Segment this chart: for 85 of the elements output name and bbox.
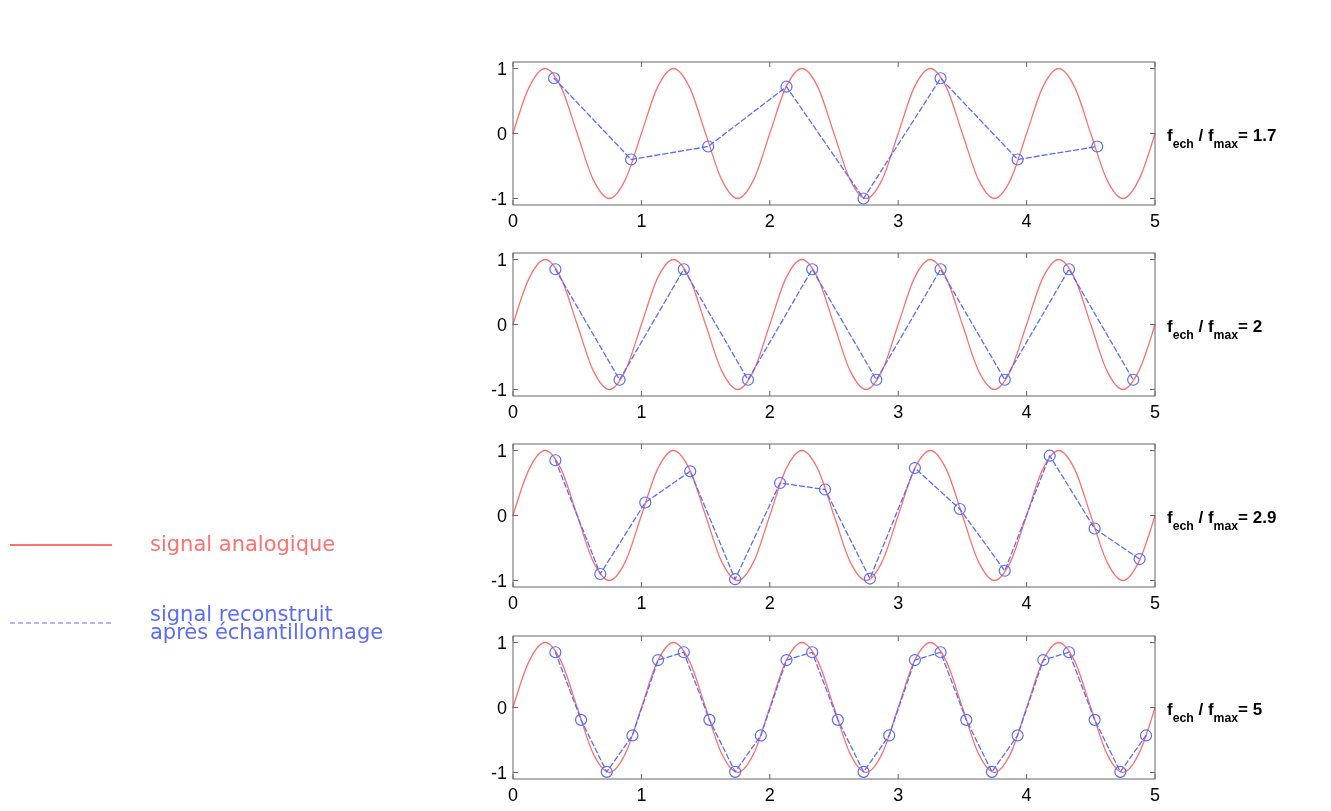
point xyxy=(729,765,742,778)
x-tick-label: 1 xyxy=(636,593,647,613)
point xyxy=(780,80,793,93)
legend-label: signal reconstruit après échantillonnage xyxy=(150,602,384,644)
point xyxy=(998,564,1011,577)
point xyxy=(702,140,715,153)
point xyxy=(703,713,716,726)
x-tick-label: 2 xyxy=(764,593,775,613)
point xyxy=(549,646,562,659)
point xyxy=(960,713,973,726)
y-tick-label: 0 xyxy=(496,314,507,335)
y-tick-label: 0 xyxy=(496,123,507,144)
point xyxy=(780,653,793,667)
y-tick-label: -1 xyxy=(490,379,507,400)
point xyxy=(600,765,613,778)
x-tick-label: 5 xyxy=(1149,785,1161,805)
point xyxy=(1114,765,1127,778)
point xyxy=(1088,522,1101,535)
point xyxy=(677,646,690,659)
point xyxy=(651,653,665,667)
point xyxy=(547,72,561,85)
legend-label: signal analogique xyxy=(150,532,336,556)
point xyxy=(985,765,999,778)
x-tick-label: 3 xyxy=(893,211,904,231)
x-tick-label: 1 xyxy=(636,211,647,231)
point xyxy=(863,572,877,585)
x-tick-label: 4 xyxy=(1021,402,1032,422)
x-tick-label: 3 xyxy=(893,785,904,805)
y-tick-label: 1 xyxy=(496,632,507,653)
point xyxy=(754,729,767,742)
point xyxy=(1088,713,1101,726)
point xyxy=(639,496,652,509)
point xyxy=(1139,729,1153,742)
point xyxy=(908,461,921,475)
point xyxy=(831,713,844,726)
point xyxy=(1043,449,1056,462)
text: f$_{ech}$ / f$_{max}$= 2 xyxy=(1167,316,1263,342)
point xyxy=(625,153,638,166)
y-tick-label: 0 xyxy=(496,505,507,526)
y-tick-label: 1 xyxy=(496,440,507,461)
point xyxy=(773,476,787,490)
text: f$_{ech}$ / f$_{max}$= 2.9 xyxy=(1167,507,1277,533)
x-tick-label: 1 xyxy=(636,785,647,805)
point xyxy=(1011,729,1024,742)
y-tick-label: 1 xyxy=(496,58,507,79)
point xyxy=(574,713,588,726)
point xyxy=(594,567,607,581)
point xyxy=(684,465,697,478)
x-tick-label: 2 xyxy=(764,785,775,805)
point xyxy=(806,646,819,659)
y-tick-label: -1 xyxy=(490,570,507,591)
x-tick-label: 5 xyxy=(1149,593,1161,613)
point xyxy=(818,483,832,496)
y-tick-label: -1 xyxy=(490,762,507,783)
point xyxy=(908,653,921,667)
text: f$_{ech}$ / f$_{max}$= 5 xyxy=(1167,699,1263,725)
x-tick-label: 4 xyxy=(1021,785,1032,805)
text: f$_{ech}$ / f$_{max}$= 1.7 xyxy=(1167,125,1277,151)
x-tick-label: 5 xyxy=(1149,402,1161,422)
point xyxy=(1133,552,1146,566)
point xyxy=(626,729,639,742)
point xyxy=(857,765,870,778)
point xyxy=(549,454,562,467)
x-tick-label: 3 xyxy=(893,593,904,613)
y-tick-label: -1 xyxy=(490,188,507,209)
y-tick-label: 0 xyxy=(496,697,507,718)
point xyxy=(934,646,947,659)
x-tick-label: 3 xyxy=(893,402,904,422)
y-tick-label: 1 xyxy=(496,249,507,270)
x-tick-label: 2 xyxy=(764,402,775,422)
point xyxy=(1091,140,1104,153)
point xyxy=(1062,646,1076,659)
x-tick-label: 4 xyxy=(1021,593,1032,613)
point xyxy=(953,502,966,516)
x-tick-label: 5 xyxy=(1149,211,1161,231)
x-tick-label: 1 xyxy=(636,402,647,422)
point xyxy=(729,573,742,586)
point xyxy=(1037,653,1050,667)
x-tick-label: 2 xyxy=(764,211,775,231)
point xyxy=(934,72,947,85)
point xyxy=(1011,153,1024,166)
x-tick-label: 4 xyxy=(1021,211,1032,231)
point xyxy=(857,192,870,205)
point xyxy=(883,729,896,742)
line-series xyxy=(512,258,1156,391)
